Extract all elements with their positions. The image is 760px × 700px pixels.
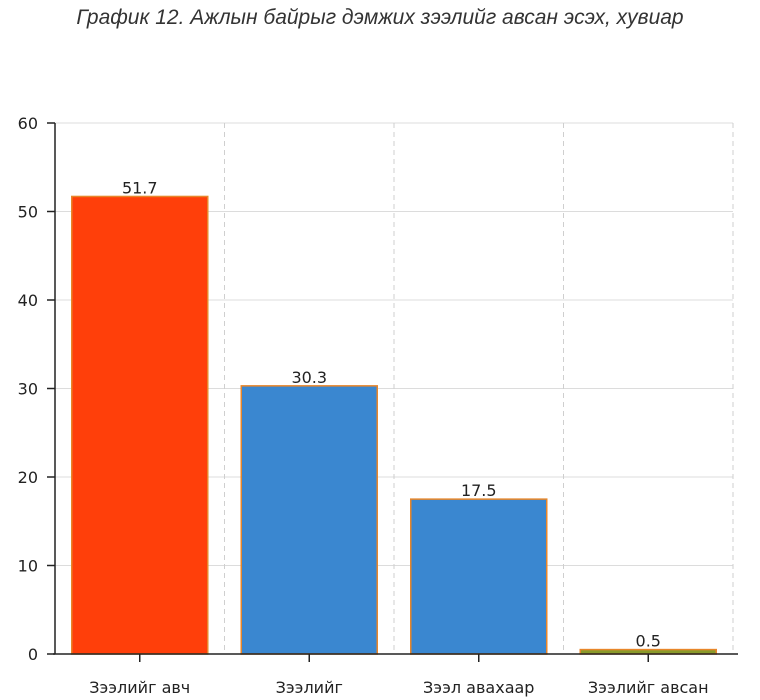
y-tick-label: 40 — [18, 291, 38, 310]
x-tick-label: Зээлийг — [276, 678, 343, 697]
x-tick-label: Зээлийг авч — [89, 678, 190, 697]
data-label: 17.5 — [461, 481, 497, 500]
data-label: 0.5 — [636, 632, 661, 651]
data-label: 30.3 — [291, 368, 327, 387]
bar — [240, 385, 378, 655]
y-tick-label: 30 — [18, 380, 38, 399]
y-tick-label: 50 — [18, 203, 38, 222]
bar — [71, 195, 209, 655]
y-tick-label: 20 — [18, 468, 38, 487]
y-tick-label: 0 — [28, 645, 38, 664]
data-label: 51.7 — [122, 178, 158, 197]
y-tick-label: 10 — [18, 557, 38, 576]
bar — [410, 498, 548, 655]
chart-title: График 12. Ажлын байрыг дэмжих зээлийг а… — [76, 6, 684, 29]
x-tick-label: Зээлийг авсан — [588, 678, 709, 697]
x-tick-label: Зээл авахаар — [423, 678, 534, 697]
y-tick-label: 60 — [18, 114, 38, 133]
